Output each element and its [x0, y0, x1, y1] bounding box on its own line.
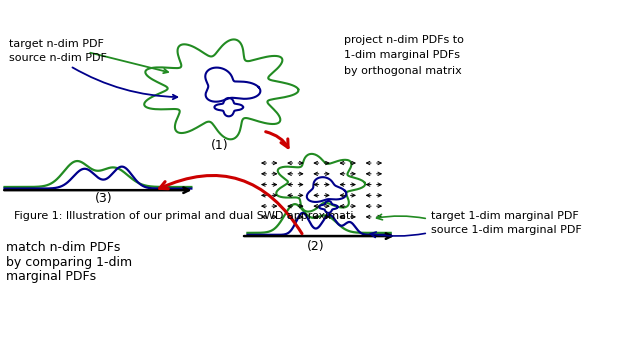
Text: (1): (1)	[210, 139, 228, 152]
Text: Figure 1: Illustration of our primal and dual SWD approximati: Figure 1: Illustration of our primal and…	[14, 211, 353, 221]
Text: target 1-dim marginal PDF: target 1-dim marginal PDF	[431, 211, 579, 221]
Text: marginal PDFs: marginal PDFs	[6, 270, 96, 283]
Text: 1-dim marginal PDFs: 1-dim marginal PDFs	[344, 51, 460, 61]
Text: project n-dim PDFs to: project n-dim PDFs to	[344, 35, 464, 45]
Text: (3): (3)	[95, 192, 113, 205]
Text: target n-dim PDF: target n-dim PDF	[9, 39, 168, 73]
Text: source 1-dim marginal PDF: source 1-dim marginal PDF	[431, 225, 582, 235]
Text: by comparing 1-dim: by comparing 1-dim	[6, 256, 133, 269]
Text: source n-dim PDF: source n-dim PDF	[9, 53, 177, 99]
Text: match n-dim PDFs: match n-dim PDFs	[6, 241, 121, 254]
Text: (2): (2)	[307, 240, 325, 253]
Text: by orthogonal matrix: by orthogonal matrix	[344, 65, 462, 76]
